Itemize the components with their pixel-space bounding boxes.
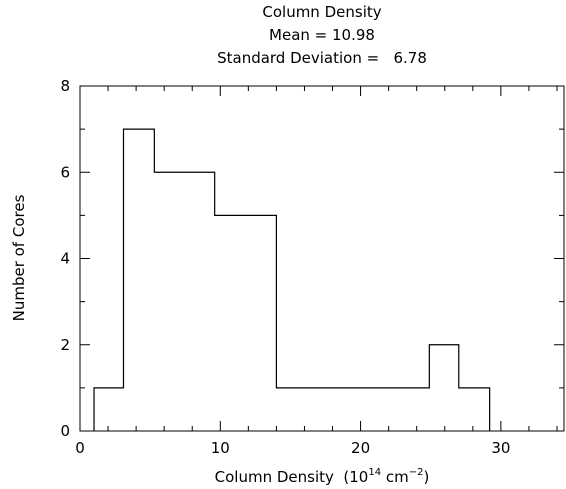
x-axis-label: Column Density (1014 cm−2) — [215, 467, 430, 486]
x-axis-label-exponent-2: −2 — [409, 467, 424, 478]
histogram-bin — [94, 388, 123, 431]
histogram-bin — [185, 172, 214, 431]
y-tick-label: 2 — [60, 336, 70, 354]
y-tick-label: 8 — [60, 77, 70, 95]
histogram-bin — [429, 345, 458, 431]
histogram-bin — [368, 388, 399, 431]
axis-tick-labels: 0 10 20 30 0 2 4 6 8 — [60, 77, 510, 457]
y-axis-label: Number of Cores — [10, 194, 28, 321]
histogram-series — [93, 128, 491, 431]
histogram-bin — [215, 215, 246, 431]
histogram-bin — [276, 388, 305, 431]
histogram-bin — [398, 388, 429, 431]
x-tick-label: 20 — [351, 439, 370, 457]
x-axis-label-middle: cm — [381, 468, 409, 486]
histogram-bin — [306, 388, 337, 431]
x-tick-label: 10 — [211, 439, 230, 457]
x-axis-label-prefix: Column Density (10 — [215, 468, 369, 486]
histogram-bin — [123, 129, 154, 431]
title-line-2: Mean = 10.98 — [269, 26, 375, 44]
title-line-1: Column Density — [262, 3, 381, 21]
histogram-bin — [154, 172, 185, 431]
title-line-3: Standard Deviation = 6.78 — [217, 49, 427, 67]
chart-title: Column Density Mean = 10.98 Standard Dev… — [217, 3, 427, 67]
histogram-bin — [337, 388, 368, 431]
axis-ticks — [79, 85, 564, 432]
y-tick-label: 6 — [60, 163, 70, 181]
x-tick-label: 30 — [491, 439, 510, 457]
x-axis-label-suffix: ) — [423, 468, 429, 486]
plot-frame — [79, 85, 565, 432]
x-tick-label: 0 — [75, 439, 85, 457]
y-tick-label: 0 — [60, 422, 70, 440]
x-axis-label-exponent-1: 14 — [368, 467, 381, 478]
histogram-bin — [459, 388, 490, 431]
y-tick-label: 4 — [60, 250, 70, 268]
histogram-bin — [246, 215, 277, 431]
histogram-bins — [94, 129, 490, 431]
